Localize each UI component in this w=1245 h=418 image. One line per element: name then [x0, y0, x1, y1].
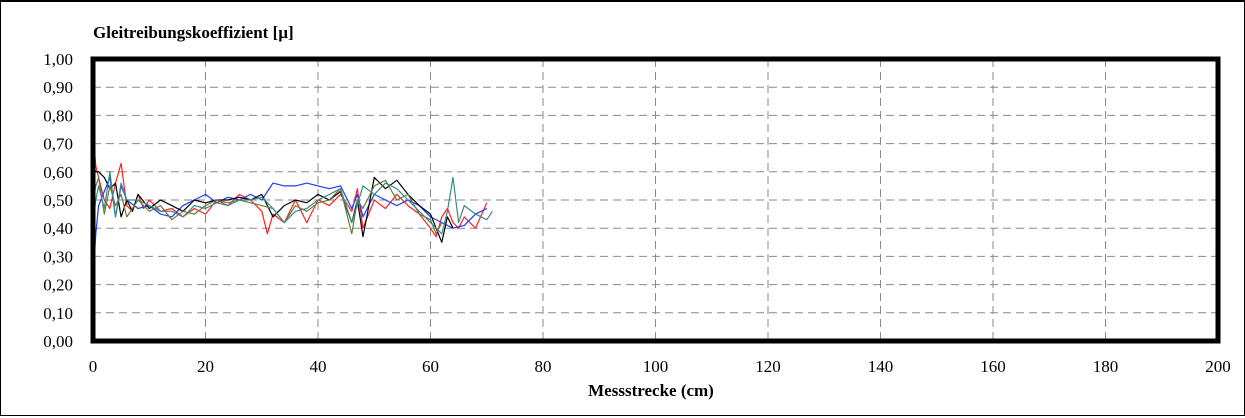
y-tick-label: 0,50 [43, 191, 73, 210]
series-line-1 [92, 132, 488, 238]
series-line-5 [92, 171, 493, 235]
series-line-3 [92, 165, 454, 243]
y-tick-label: 0,00 [43, 332, 73, 351]
x-tick-label: 60 [422, 357, 439, 376]
y-tick-label: 0,70 [43, 135, 73, 154]
plot-area-border [90, 56, 1221, 344]
series-line-4 [92, 176, 443, 235]
x-tick-label: 100 [643, 357, 669, 376]
grid-layer [92, 59, 1219, 341]
y-tick-label: 0,90 [43, 78, 73, 97]
x-tick-label: 40 [310, 357, 327, 376]
x-tick-label: 80 [535, 357, 552, 376]
x-tick-label: 200 [1205, 357, 1231, 376]
x-axis-title: Messstrecke (cm) [588, 381, 714, 400]
series-layer [92, 132, 493, 280]
x-tick-label: 140 [868, 357, 894, 376]
y-tick-label: 0,40 [43, 219, 73, 238]
x-tick-label: 20 [197, 357, 214, 376]
y-tick-label: 0,30 [43, 247, 73, 266]
y-tick-label: 0,80 [43, 106, 73, 125]
chart-title: Gleitreibungskoeffizient [µ] [93, 23, 294, 42]
y-tick-label: 1,00 [43, 50, 73, 69]
x-tick-label: 180 [1093, 357, 1119, 376]
y-tick-label: 0,20 [43, 276, 73, 295]
x-tick-labels: 0 20 40 60 80 100 120 140 160 180 200 [89, 357, 1231, 376]
y-tick-label: 0,10 [43, 304, 73, 323]
y-tick-labels: 0,00 0,10 0,20 0,30 0,40 0,50 0,60 0,70 0,80 0,90… [43, 50, 73, 351]
x-tick-label: 160 [980, 357, 1006, 376]
x-tick-label: 120 [755, 357, 781, 376]
x-tick-label: 0 [89, 357, 98, 376]
y-tick-label: 0,60 [43, 163, 73, 182]
